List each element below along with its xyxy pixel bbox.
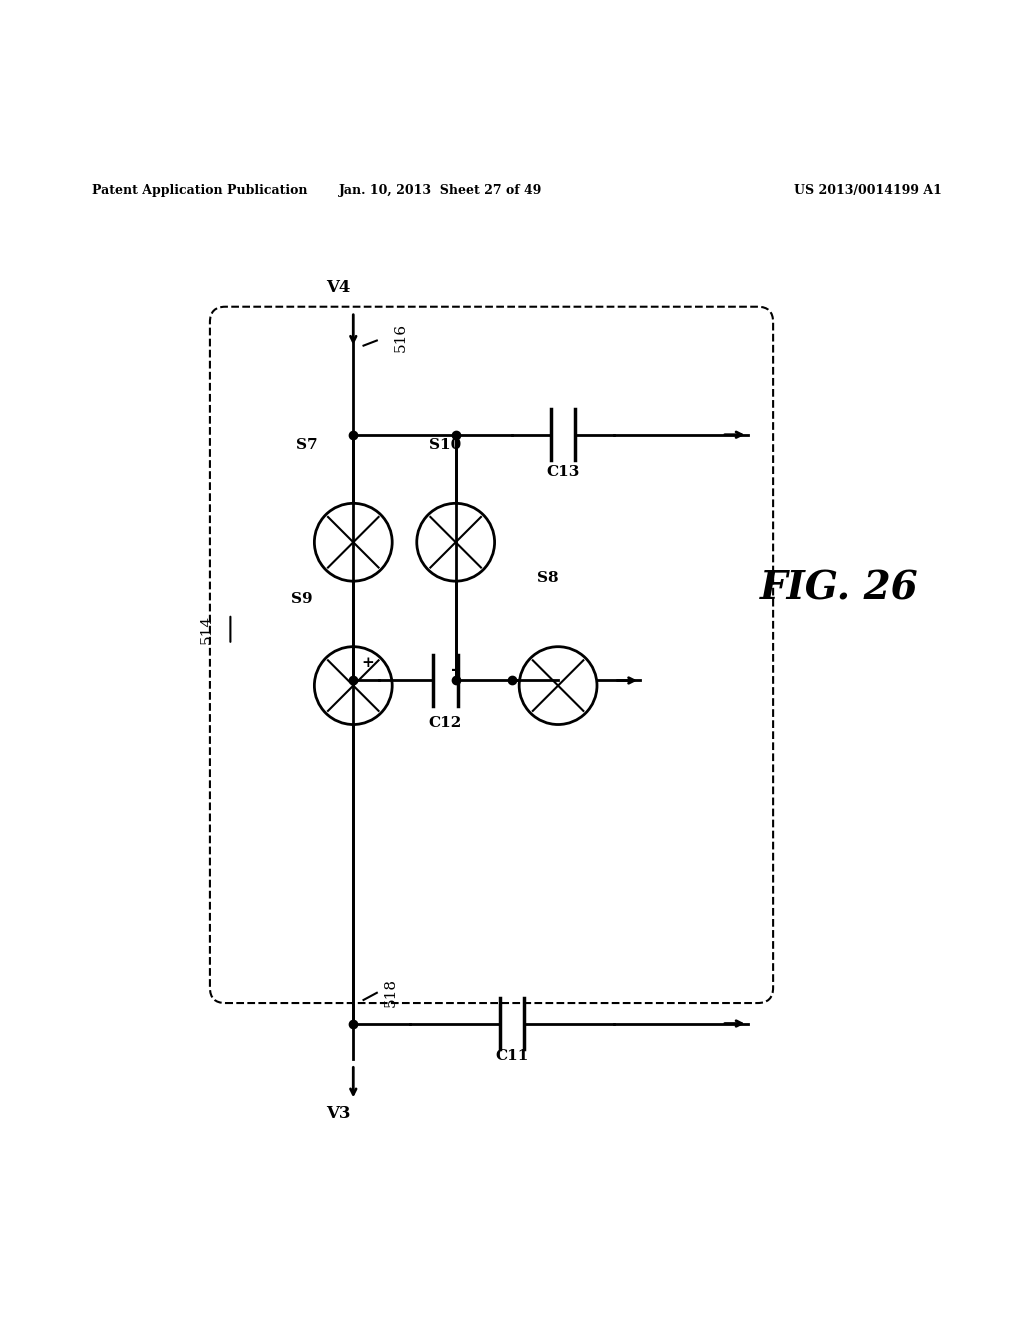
Text: V4: V4 <box>326 280 350 297</box>
Text: US 2013/0014199 A1: US 2013/0014199 A1 <box>795 183 942 197</box>
Text: S9: S9 <box>291 591 313 606</box>
Text: C11: C11 <box>496 1049 528 1063</box>
Text: S8: S8 <box>537 572 559 585</box>
Text: V3: V3 <box>326 1105 350 1122</box>
Text: 518: 518 <box>384 978 398 1007</box>
Text: Patent Application Publication: Patent Application Publication <box>92 183 307 197</box>
Text: C12: C12 <box>429 717 462 730</box>
Text: +: + <box>361 656 374 671</box>
Text: 514: 514 <box>200 615 214 644</box>
Text: 516: 516 <box>394 323 409 352</box>
Text: S10: S10 <box>429 438 462 453</box>
Text: FIG. 26: FIG. 26 <box>761 569 919 607</box>
Text: S7: S7 <box>296 438 318 453</box>
Text: -: - <box>451 661 458 680</box>
Text: C13: C13 <box>547 466 580 479</box>
Text: Jan. 10, 2013  Sheet 27 of 49: Jan. 10, 2013 Sheet 27 of 49 <box>339 183 542 197</box>
